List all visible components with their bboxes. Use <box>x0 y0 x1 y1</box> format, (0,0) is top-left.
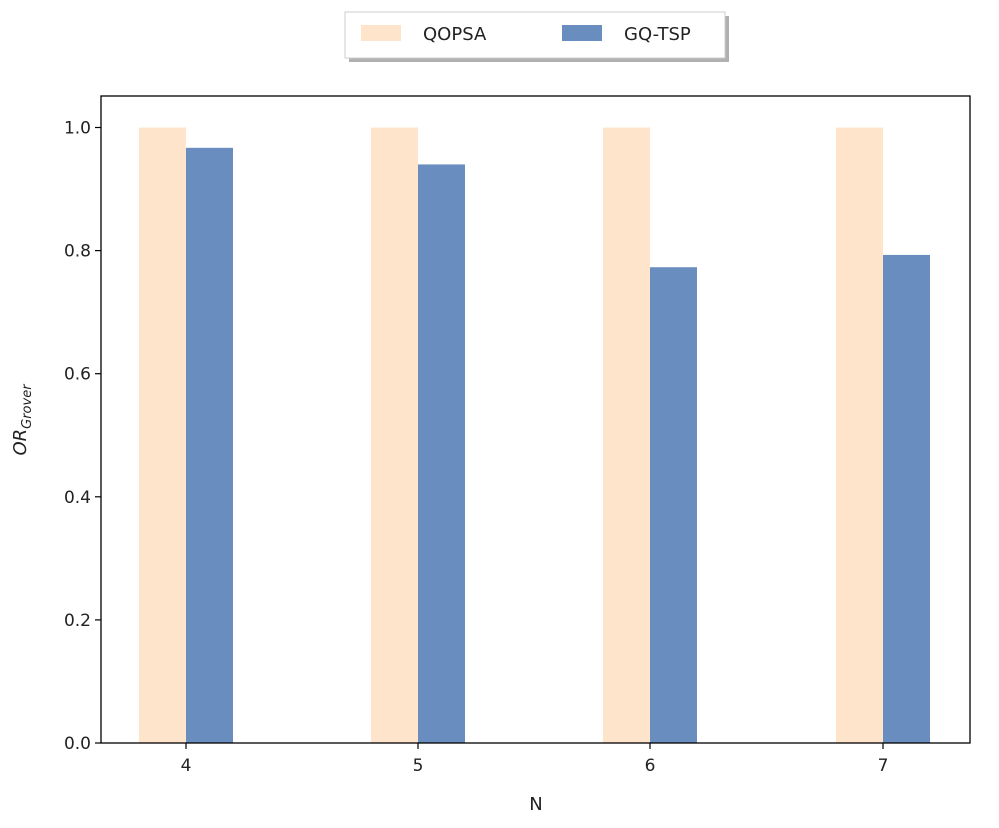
bar-qopsa-n6 <box>603 127 650 743</box>
y-axis: 0.0 0.2 0.4 0.6 0.8 1.0 <box>64 119 101 754</box>
bars <box>139 127 930 743</box>
x-tick-label: 6 <box>645 756 656 776</box>
y-axis-title-main: OR <box>10 429 31 456</box>
y-tick-label: 1.0 <box>64 119 91 139</box>
bar-gq-tsp-n7 <box>883 254 930 743</box>
x-axis-title: N <box>529 794 542 815</box>
x-tick-label: 5 <box>413 756 424 776</box>
y-tick-label: 0.4 <box>64 488 91 508</box>
x-axis: 4 5 6 7 <box>181 743 889 776</box>
legend: QOPSA GQ-TSP <box>344 11 729 62</box>
legend-box <box>344 11 726 59</box>
bar-gq-tsp-n4 <box>186 147 233 743</box>
y-axis-title: ORGrover <box>10 383 35 456</box>
bar-qopsa-n4 <box>139 127 186 743</box>
bar-qopsa-n5 <box>371 127 418 743</box>
legend-swatch-gq-tsp <box>562 25 602 41</box>
y-axis-title-subscript: Grover <box>20 383 35 429</box>
x-tick-label: 7 <box>878 756 889 776</box>
legend-label-qopsa: QOPSA <box>423 24 487 45</box>
plot-frame <box>100 95 971 744</box>
bar-gq-tsp-n5 <box>418 164 465 743</box>
bar-gq-tsp-n6 <box>650 267 697 743</box>
y-tick-label: 0.2 <box>64 611 91 631</box>
y-tick-label: 0.6 <box>64 365 91 385</box>
legend-label-gq-tsp: GQ-TSP <box>624 24 691 45</box>
y-tick-label: 0.0 <box>64 734 91 754</box>
bar-qopsa-n7 <box>836 127 883 743</box>
x-tick-label: 4 <box>181 756 192 776</box>
y-tick-label: 0.8 <box>64 242 91 262</box>
legend-swatch-qopsa <box>361 25 401 41</box>
